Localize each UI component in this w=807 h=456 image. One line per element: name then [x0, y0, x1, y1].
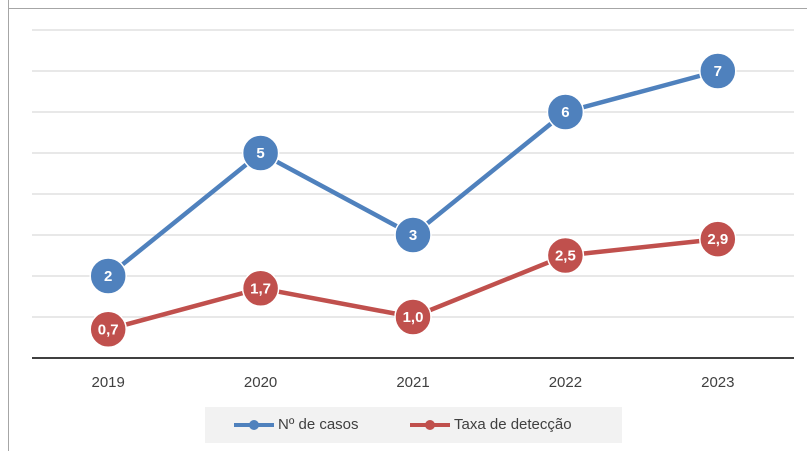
data-label: 7 [714, 63, 722, 80]
data-label: 1,7 [250, 280, 271, 297]
x-tick-label: 2022 [549, 374, 582, 391]
data-point [699, 220, 737, 258]
data-label: 2 [104, 268, 112, 285]
x-tick-label: 2020 [244, 374, 277, 391]
data-point [89, 310, 127, 349]
data-label: 0,7 [98, 321, 119, 338]
data-point [394, 298, 432, 336]
data-point [89, 257, 127, 295]
x-tick-label: 2023 [701, 374, 734, 391]
legend-marker [249, 420, 259, 430]
data-label: 5 [256, 145, 264, 162]
legend-label: Taxa de detecção [454, 416, 572, 433]
data-point [241, 269, 280, 308]
data-label: 2,5 [555, 247, 576, 264]
data-label: 2,9 [707, 231, 728, 248]
legend-label: Nº de casos [278, 416, 359, 433]
x-tick-label: 2019 [92, 374, 125, 391]
data-label: 1,0 [403, 309, 424, 326]
data-label: 6 [561, 104, 569, 121]
data-point [546, 93, 585, 131]
data-point [699, 52, 737, 90]
x-tick-label: 2021 [396, 374, 429, 391]
data-point [546, 236, 585, 275]
data-point [394, 216, 432, 254]
legend-marker [425, 420, 435, 430]
data-point [241, 134, 280, 172]
data-label: 3 [409, 227, 417, 244]
